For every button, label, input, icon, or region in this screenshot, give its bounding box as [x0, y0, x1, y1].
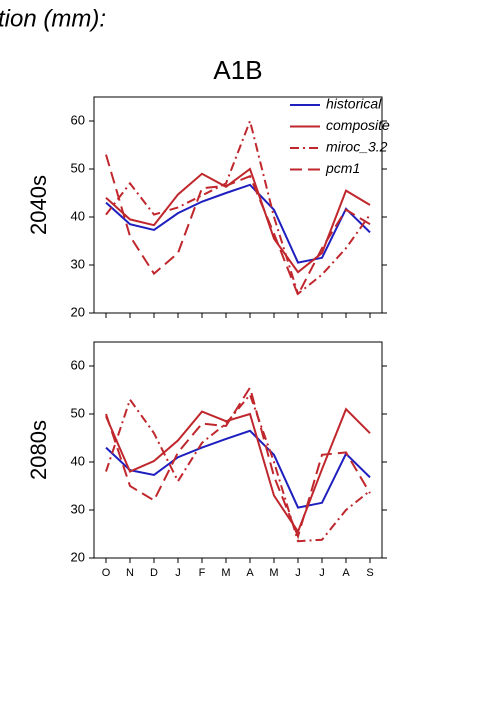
- x-tick-label: J: [175, 567, 181, 579]
- y-tick-label: 40: [71, 453, 85, 468]
- plot-frame: [93, 341, 383, 559]
- legend-label: composite: [326, 117, 390, 133]
- x-tick-label: O: [102, 567, 111, 579]
- series-line: [105, 183, 371, 264]
- y-tick-label: 30: [71, 501, 85, 516]
- series-line: [105, 167, 371, 274]
- x-tick-label: N: [126, 567, 134, 579]
- y-tick-label: 50: [71, 405, 85, 420]
- series-line: [105, 429, 371, 509]
- series-line: [105, 407, 371, 534]
- x-tick-label: S: [366, 567, 373, 579]
- x-tick-label: J: [295, 567, 301, 579]
- y-axis-label: 2080s: [26, 420, 51, 480]
- x-tick-label: F: [199, 567, 206, 579]
- legend-label: miroc_3.2: [326, 139, 388, 155]
- y-tick-label: 30: [71, 256, 85, 271]
- y-tick-label: 50: [71, 160, 85, 175]
- legend-label: historical: [326, 96, 382, 112]
- header: tion (mm):: [0, 5, 106, 32]
- series-line: [105, 154, 371, 298]
- y-tick-label: 40: [71, 208, 85, 223]
- legend-label: pcm1: [325, 160, 360, 176]
- x-tick-label: J: [319, 567, 325, 579]
- y-tick-label: 20: [71, 304, 85, 319]
- x-tick-label: M: [269, 567, 278, 579]
- x-tick-label: D: [150, 567, 158, 579]
- y-axis-label: 2040s: [26, 175, 51, 235]
- series-line: [105, 117, 371, 296]
- plot-frame: [93, 96, 383, 314]
- y-tick-label: 60: [71, 112, 85, 127]
- x-tick-label: A: [246, 567, 254, 579]
- y-tick-label: 20: [71, 549, 85, 564]
- x-tick-label: M: [221, 567, 230, 579]
- chart-title: A1B: [213, 55, 262, 85]
- y-tick-label: 60: [71, 357, 85, 372]
- x-tick-label: A: [342, 567, 350, 579]
- series-line: [105, 385, 371, 540]
